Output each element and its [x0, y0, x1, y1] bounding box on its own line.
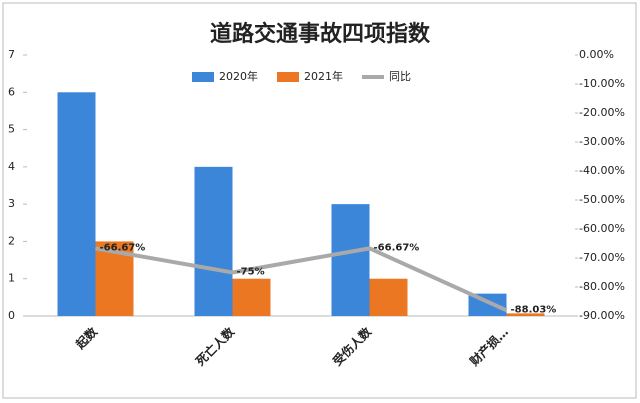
bar	[369, 278, 408, 316]
y-tick-label: 0	[8, 309, 15, 322]
y2-tick-label: -80.00%	[579, 280, 625, 293]
bar	[506, 313, 545, 316]
data-label: -75%	[237, 267, 265, 278]
chart-title: 道路交通事故四项指数	[210, 21, 431, 47]
y-tick-label: 7	[8, 48, 15, 61]
y2-tick-label: -60.00%	[579, 222, 625, 235]
line-series	[95, 246, 508, 313]
legend-label: 2020年	[219, 69, 258, 83]
bar	[331, 204, 370, 316]
y-tick-label: 2	[8, 234, 15, 247]
y2-tick-label: -10.00%	[579, 77, 625, 90]
y2-tick-label: -70.00%	[579, 251, 625, 264]
y-tick-label: 5	[8, 123, 15, 136]
legend-swatch	[277, 72, 299, 82]
data-label: -88.03%	[511, 304, 557, 315]
legend-swatch	[192, 72, 214, 82]
bar	[232, 278, 271, 316]
y-tick-label: 1	[8, 272, 15, 285]
data-label: -66.67%	[374, 242, 420, 253]
legend-label: 2021年	[304, 69, 343, 83]
bar	[194, 166, 233, 316]
y2-tick-label: -50.00%	[579, 193, 625, 206]
y-tick-label: 4	[8, 160, 15, 173]
y2-tick-label: 0.00%	[579, 48, 614, 61]
bar	[57, 92, 96, 317]
y2-tick-label: -40.00%	[579, 164, 625, 177]
data-label: -66.67%	[100, 242, 146, 253]
y-tick-label: 6	[8, 85, 15, 98]
y2-tick-label: -20.00%	[579, 106, 625, 119]
y-tick-label: 3	[8, 197, 15, 210]
legend-label: 同比	[389, 70, 411, 83]
y2-tick-label: -30.00%	[579, 135, 625, 148]
y2-tick-label: -90.00%	[579, 309, 625, 322]
chart-border	[2, 2, 637, 399]
